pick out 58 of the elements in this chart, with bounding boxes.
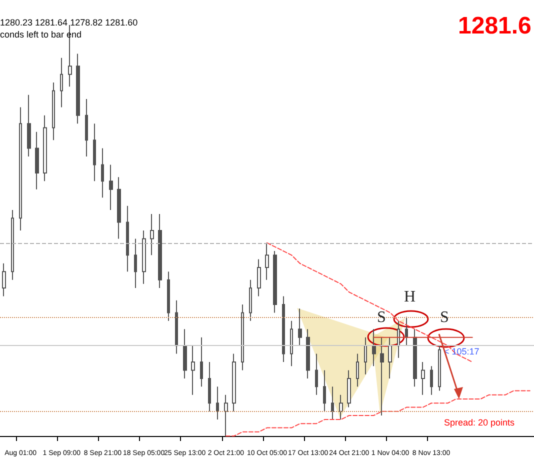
candlestick [364,336,367,375]
candlestick [191,345,195,396]
candlestick [43,114,47,182]
candlestick [142,230,146,284]
candlestick [117,176,121,240]
candlestick [372,328,376,367]
candlestick [265,242,269,280]
candlestick [150,214,154,256]
candlestick [76,53,80,124]
candlestick [290,320,293,367]
candlestick [331,386,334,420]
candlestick [52,82,55,141]
candlestick [315,353,318,396]
candlestick [339,394,343,420]
annotation: S [377,308,386,326]
candlestick [273,250,277,314]
candlestick [282,296,285,363]
candlestick [27,94,31,158]
candlestick [298,308,302,346]
candlestick [413,328,417,388]
candlestick [224,394,228,436]
candlestick [167,271,170,322]
candlestick [405,316,408,346]
annotation: 1281.6 [458,12,532,40]
candlestick [109,164,113,210]
candlestick [323,370,326,412]
candlestick [60,57,63,108]
candlestick [257,258,261,297]
candlestick [356,353,359,388]
annotation: H [404,288,416,306]
candlestick [306,328,310,379]
candlestick [35,131,39,190]
candlestick [438,345,441,392]
candlestick [430,366,433,396]
candlestick [11,209,14,280]
candlestick [93,123,96,182]
candlestick [347,370,351,408]
candlestick [241,304,244,371]
candlestick [158,214,162,289]
candlestick [175,300,178,354]
candlestick [134,238,137,289]
candlestick [19,106,22,231]
candlestick [216,386,219,420]
candlestick [85,98,88,158]
candlestick [388,336,392,379]
candlestick [380,336,384,416]
candlestick [232,353,236,412]
annotation: 1280.23 1281.64 1278.82 1281.60 [0,18,138,28]
annotation: Spread: 20 points [444,418,516,428]
candlestick [421,362,425,396]
candlestick [183,328,187,379]
candlestick [126,205,129,272]
annotation: S [440,308,449,326]
candlestick [101,148,104,198]
candlestick [208,362,211,412]
candlestick [249,279,252,322]
candlestick [200,336,203,388]
candlestick [397,320,400,358]
